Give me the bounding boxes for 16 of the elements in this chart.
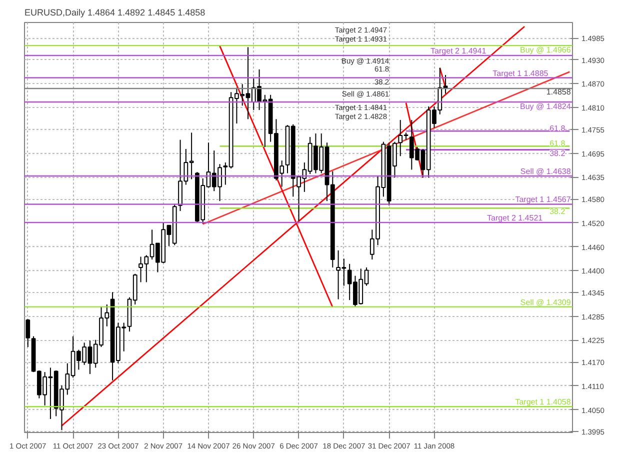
series-label: 38.2 <box>550 148 566 158</box>
ref-line-label: Target 1 1.4058 <box>515 398 572 407</box>
series-label: 61.8 <box>550 139 566 148</box>
ref-line-label: Target 1 1.4885 <box>492 68 549 78</box>
ref-line-label: Buy @ 1.4966 <box>520 46 572 55</box>
ref-line-label: Sell @ 1.4638 <box>520 167 572 176</box>
ref-line-label: 1.4858 <box>546 88 572 97</box>
ref-line-label: Sell @ 1.4309 <box>520 298 572 307</box>
chart-title: EURUSD,Daily 1.4864 1.4892 1.4845 1.4858 <box>24 8 206 18</box>
ref-line-label: Target 2 1.4941 <box>430 46 487 56</box>
ref-line-label: Target 2 1.4521 <box>486 214 544 223</box>
series-label: 38.2 <box>550 207 566 216</box>
ref-line-label: Buy @ 1.4824 <box>520 102 572 112</box>
ref-line-label: Target 1 1.4567 <box>515 195 572 204</box>
series-label: 61.8 <box>550 124 566 134</box>
candlestick <box>26 318 30 348</box>
